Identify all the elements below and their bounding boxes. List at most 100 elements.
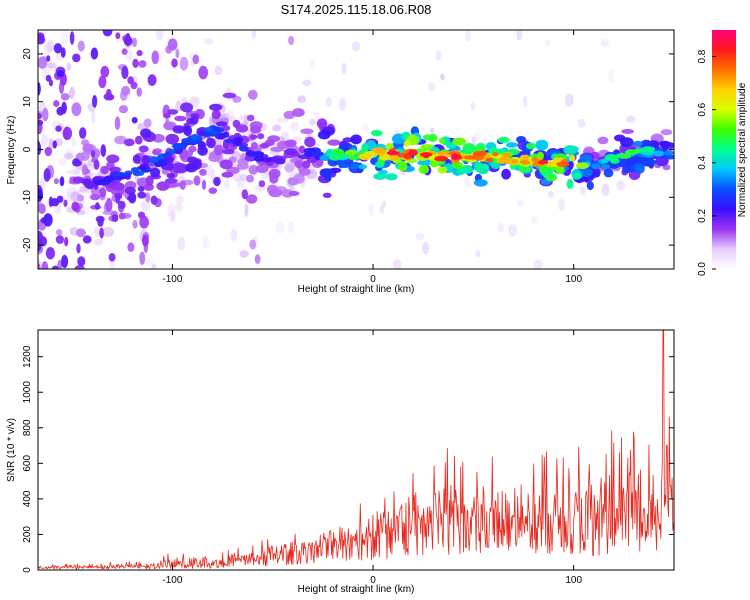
- spectrogram-cell: [591, 163, 601, 170]
- spectrogram-cell: [114, 116, 121, 130]
- spectrogram-cell: [506, 142, 518, 148]
- spectrogram-cell: [255, 164, 269, 174]
- spectrogram-cell: [132, 219, 138, 229]
- spectrogram-cell: [99, 187, 107, 198]
- spectrogram-cell: [163, 113, 171, 119]
- spectrogram-cell: [325, 96, 333, 107]
- x-tick-label: 0: [370, 575, 376, 586]
- spectrogram-cell: [358, 164, 368, 170]
- spectrogram-cell: [75, 228, 86, 238]
- spectrogram-cell: [516, 136, 527, 143]
- spectrogram-cell: [43, 213, 53, 227]
- spectrogram-cell: [60, 47, 66, 58]
- spectrogram-cell: [79, 127, 87, 139]
- spectrogram-cell: [121, 48, 128, 55]
- spectrogram-cell: [617, 154, 632, 159]
- spectrogram-cell: [250, 125, 262, 134]
- spectrogram-cell: [44, 146, 53, 157]
- spectrogram-cell: [99, 227, 104, 239]
- spectrogram-cell: [64, 236, 69, 247]
- spectrogram-cell: [108, 260, 116, 269]
- spectrogram-cell: [418, 164, 430, 174]
- spectrogram-cell: [83, 178, 91, 186]
- spectrogram-cell: [72, 53, 81, 63]
- spectrogram-cell: [452, 137, 466, 146]
- spectrogram-cell: [437, 166, 448, 174]
- spectrogram-cell: [172, 143, 186, 150]
- spectrogram-cell: [660, 129, 673, 136]
- spectrogram-cell: [530, 216, 538, 225]
- spectrogram-cell: [257, 133, 265, 140]
- spectrogram-cell: [77, 40, 85, 52]
- spectrogram-cell: [564, 93, 574, 107]
- spectrogram-cell: [477, 150, 487, 157]
- spectrogram-cell: [246, 194, 258, 204]
- y-tick-label: 0: [22, 146, 33, 152]
- spectrogram-cell: [219, 159, 233, 170]
- spectrogram-cell: [77, 194, 84, 202]
- spectrogram-cell: [199, 168, 207, 176]
- spectrogram-cell: [127, 242, 135, 252]
- spectrogram-cell: [518, 166, 532, 173]
- spectrogram-cell: [118, 212, 126, 220]
- y-tick-label: 1200: [22, 345, 33, 368]
- spectrogram-cell: [46, 62, 57, 69]
- spectrogram-cell: [203, 131, 211, 138]
- spectrogram-cell: [121, 85, 131, 96]
- spectrogram-cell: [427, 82, 436, 92]
- spectrogram-cell: [239, 173, 249, 182]
- spectrogram-cell: [283, 148, 298, 155]
- spectrogram-cell: [193, 175, 201, 186]
- spectrogram-cell: [38, 140, 41, 152]
- spectrogram-cell: [533, 259, 543, 269]
- x-tick-label: -100: [162, 274, 182, 285]
- spectrogram-cell: [164, 156, 174, 163]
- spectrogram-cell: [234, 141, 242, 147]
- spectrogram-cell: [288, 191, 300, 196]
- spectrogram-cell: [167, 38, 178, 51]
- spectrogram-cell: [309, 58, 316, 69]
- spectrogram-y-label: Frequency (Hz): [6, 116, 17, 185]
- spectrogram-cell: [386, 150, 400, 156]
- spectrogram-cell: [362, 122, 369, 133]
- colorbar-ticks: 0.0 0.2 0.4 0.6 0.8: [697, 49, 716, 276]
- spectrogram-cell: [71, 201, 80, 212]
- spectrogram-cell: [268, 188, 283, 198]
- spectrogram-cell: [276, 117, 288, 123]
- spectrogram-cell: [91, 109, 96, 124]
- spectrogram-cell: [57, 158, 67, 166]
- colorbar-label: Normalized spectral amplitude: [737, 82, 748, 217]
- spectrogram-cell: [98, 75, 107, 89]
- spectrogram-cell: [515, 199, 525, 207]
- spectrogram-cell: [221, 171, 234, 178]
- spectrogram-cell: [109, 166, 121, 173]
- spectrogram-cell: [168, 148, 176, 154]
- spectrogram-cell: [292, 108, 305, 117]
- spectrogram-cell: [190, 116, 199, 125]
- y-tick-label: 200: [22, 526, 33, 543]
- spectrogram-cell: [250, 141, 258, 150]
- spectrogram-cell: [435, 50, 442, 61]
- spectrogram-cell: [350, 134, 362, 145]
- spectrogram-cell: [150, 167, 161, 178]
- spectrogram-cell: [558, 176, 563, 184]
- spectrogram-cell: [621, 129, 634, 134]
- spectrogram-cell: [316, 158, 324, 167]
- y-tick-label: 600: [22, 455, 33, 472]
- spectrogram-cell: [189, 96, 200, 107]
- spectrogram-cell: [620, 137, 634, 148]
- spectrogram-cell: [545, 173, 557, 182]
- spectrogram-cell: [302, 160, 311, 169]
- spectrogram-cell: [259, 143, 269, 149]
- spectrogram-cell: [248, 164, 259, 175]
- spectrogram-cell: [249, 239, 257, 250]
- spectrogram-cell: [59, 31, 69, 45]
- spectrogram-cell: [473, 161, 484, 173]
- spectrogram-cell: [358, 153, 372, 161]
- spectrogram-cell: [144, 258, 154, 266]
- colorbar-tick-label: 0.0: [697, 262, 708, 276]
- spectrogram-cell: [268, 168, 281, 179]
- spectrogram-cell: [118, 105, 129, 114]
- y-tick-label: 10: [22, 96, 33, 108]
